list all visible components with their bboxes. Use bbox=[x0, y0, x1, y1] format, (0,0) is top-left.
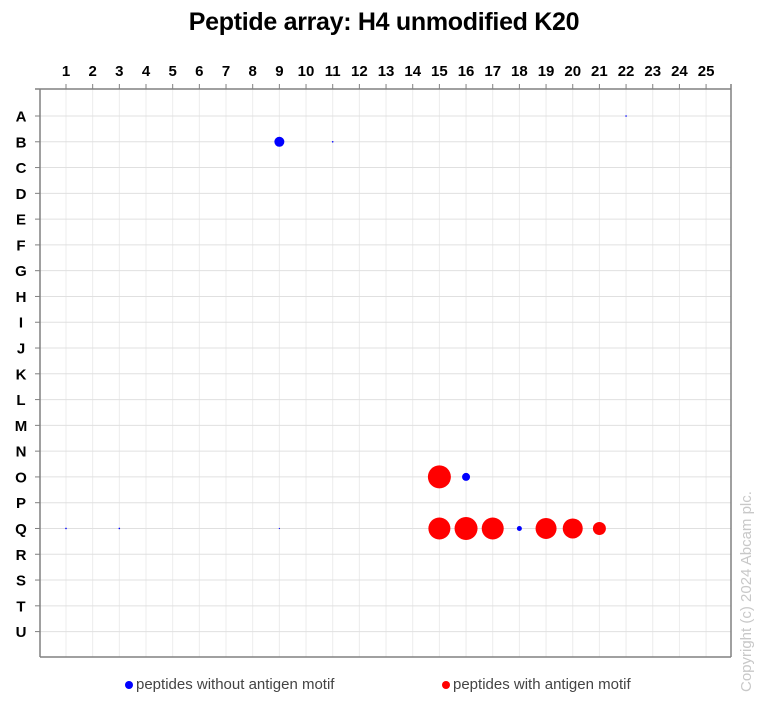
copyright-notice: Copyright (c) 2024 Abcam plc. bbox=[738, 491, 755, 692]
data-point-B9 bbox=[274, 136, 285, 147]
row-label: F bbox=[16, 237, 25, 254]
column-label: 15 bbox=[431, 63, 448, 80]
data-point-Q1 bbox=[65, 527, 67, 530]
data-point-Q21 bbox=[592, 521, 606, 535]
column-label: 24 bbox=[671, 63, 688, 80]
legend-item-without-motif: peptides without antigen motif bbox=[125, 676, 334, 693]
column-label: 17 bbox=[484, 63, 501, 80]
column-label: 1 bbox=[62, 63, 70, 80]
column-label: 5 bbox=[169, 63, 177, 80]
data-point-Q9 bbox=[278, 527, 280, 530]
column-label: 10 bbox=[298, 63, 315, 80]
data-point-Q17 bbox=[481, 517, 504, 540]
data-point-Q18 bbox=[516, 525, 522, 531]
row-label: Q bbox=[15, 521, 27, 538]
row-label: P bbox=[16, 495, 26, 512]
row-label: E bbox=[16, 212, 26, 229]
column-label: 19 bbox=[538, 63, 555, 80]
column-label: 14 bbox=[404, 63, 421, 80]
row-label: D bbox=[16, 186, 27, 203]
data-point-Q19 bbox=[535, 517, 557, 539]
data-point-O15 bbox=[427, 465, 451, 489]
data-point-Q15 bbox=[428, 517, 451, 540]
data-point-Q16 bbox=[454, 516, 478, 540]
row-label: U bbox=[16, 624, 27, 641]
column-label: 21 bbox=[591, 63, 608, 80]
column-label: 20 bbox=[564, 63, 581, 80]
row-label: M bbox=[15, 418, 28, 435]
row-label: R bbox=[16, 547, 27, 564]
data-point-B11 bbox=[331, 140, 334, 143]
column-labels: 1 2 3 4 5 6 7 8 9 10 11 12 13 14 15 16 17 18 19 20 21 22 23 24 2… bbox=[62, 63, 715, 80]
column-label: 25 bbox=[698, 63, 715, 80]
column-label: 4 bbox=[142, 63, 151, 80]
row-label: S bbox=[16, 573, 26, 590]
blue-dot-icon bbox=[125, 680, 133, 689]
chart-title: Peptide array: H4 unmodified K20 bbox=[188, 8, 580, 36]
red-dot-icon bbox=[442, 680, 450, 689]
row-label: N bbox=[16, 444, 27, 461]
data-point-O16 bbox=[462, 472, 471, 481]
legend-label: peptides without antigen motif bbox=[136, 676, 335, 693]
axes bbox=[35, 84, 732, 658]
column-label: 9 bbox=[275, 63, 283, 80]
column-label: 2 bbox=[88, 63, 96, 80]
data-points bbox=[65, 115, 627, 540]
column-label: 16 bbox=[458, 63, 475, 80]
data-point-A22 bbox=[625, 115, 627, 117]
row-label: C bbox=[16, 160, 27, 177]
legend-label: peptides with antigen motif bbox=[453, 676, 631, 693]
data-point-Q3 bbox=[118, 527, 121, 530]
column-label: 7 bbox=[222, 63, 230, 80]
column-label: 3 bbox=[115, 63, 123, 80]
row-label: I bbox=[19, 315, 23, 332]
row-label: T bbox=[16, 598, 25, 615]
column-label: 23 bbox=[644, 63, 661, 80]
row-label: O bbox=[15, 469, 27, 486]
legend-item-with-motif: peptides with antigen motif bbox=[442, 676, 631, 693]
row-label: G bbox=[15, 263, 27, 280]
column-label: 13 bbox=[378, 63, 395, 80]
column-label: 8 bbox=[249, 63, 257, 80]
column-label: 22 bbox=[618, 63, 635, 80]
row-label: K bbox=[16, 366, 27, 383]
row-label: H bbox=[16, 289, 27, 306]
row-label: A bbox=[16, 109, 27, 126]
column-label: 12 bbox=[351, 63, 368, 80]
row-label: J bbox=[17, 341, 25, 358]
column-label: 18 bbox=[511, 63, 528, 80]
grid-lines bbox=[40, 89, 731, 657]
column-label: 11 bbox=[325, 63, 341, 80]
column-label: 6 bbox=[195, 63, 203, 80]
row-label: L bbox=[16, 392, 25, 409]
data-point-Q20 bbox=[562, 518, 583, 539]
row-label: B bbox=[16, 134, 27, 151]
